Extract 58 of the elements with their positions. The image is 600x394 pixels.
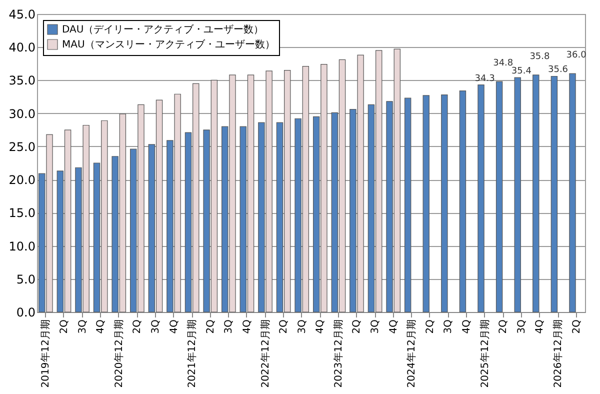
data-label: 34.8 [493, 58, 514, 69]
data-label: 36.0 [566, 50, 587, 61]
data-label: 34.3 [474, 74, 495, 84]
data-label: 35.8 [530, 52, 550, 62]
y-tick-label: 40.0 [8, 40, 36, 55]
x-tick-label: 2Q [278, 319, 290, 334]
x-tick-label: 4Q [96, 319, 107, 334]
x-tick-label: 4Q [534, 319, 546, 334]
bar [478, 84, 484, 312]
x-tick-label: 4Q [315, 319, 326, 334]
y-tick-label: 15.0 [8, 206, 36, 220]
bar [569, 73, 576, 312]
x-tick-label: 4Q [168, 319, 180, 334]
x-tick-label: 2019年12月期 [40, 320, 52, 388]
x-tick-label: 2023年12月期 [332, 320, 344, 388]
bar [550, 76, 558, 312]
bar [496, 81, 503, 312]
y-tick-label: 35.0 [8, 74, 36, 88]
legend-label: DAU（デイリー・アクティブ・ユーザー数） [62, 24, 264, 36]
legend-label: MAU（マンスリー・アクティブ・ユーザー数） [62, 38, 275, 50]
y-tick-label: 45.0 [8, 8, 36, 22]
x-tick-label: 2026年12月期 [552, 320, 564, 388]
y-tick-label: 20.0 [8, 173, 36, 188]
bar [441, 94, 448, 312]
bar [422, 95, 430, 312]
y-tick-label: 30.0 [8, 106, 36, 121]
bar [459, 90, 466, 312]
x-tick-label: 4Q [462, 319, 473, 334]
data-label: 35.4 [511, 66, 532, 77]
x-tick-label: 3Q [77, 319, 88, 334]
x-tick-label: 3Q [370, 319, 382, 334]
data-label: 35.6 [548, 65, 568, 76]
x-tick-label: 2Q [424, 319, 436, 334]
bar [404, 98, 412, 312]
x-tick-label: 2024年12月期 [406, 320, 418, 388]
x-tick-label: 2Q [58, 319, 70, 334]
y-tick-label: 5.0 [16, 272, 36, 286]
x-tick-label: 3Q [296, 319, 308, 334]
x-tick-label: 2025年12月期 [478, 320, 491, 388]
x-tick-label: 2022年12月期 [259, 320, 272, 388]
x-tick-label: 2Q [498, 319, 510, 334]
x-tick-label: 4Q [242, 319, 253, 334]
x-tick-label: 3Q [150, 319, 162, 334]
y-tick-label: 25.0 [8, 140, 36, 154]
bar [514, 77, 521, 312]
y-tick-label: 0.0 [16, 306, 36, 320]
x-tick-label: 3Q [224, 319, 235, 334]
bar [532, 74, 540, 312]
x-tick-label: 3Q [516, 319, 528, 334]
x-tick-label: 2Q [352, 319, 363, 334]
x-tick-label: 2021年12月期 [186, 320, 198, 388]
x-tick-label: 2Q [132, 319, 144, 334]
x-tick-label: 4Q [388, 319, 400, 334]
x-tick-label: 2Q [205, 319, 216, 334]
x-tick-label: 2Q [571, 319, 582, 334]
y-tick-label: 10.0 [8, 239, 36, 254]
x-tick-label: 3Q [443, 319, 454, 334]
x-tick-label: 2020年12月期 [112, 320, 125, 388]
